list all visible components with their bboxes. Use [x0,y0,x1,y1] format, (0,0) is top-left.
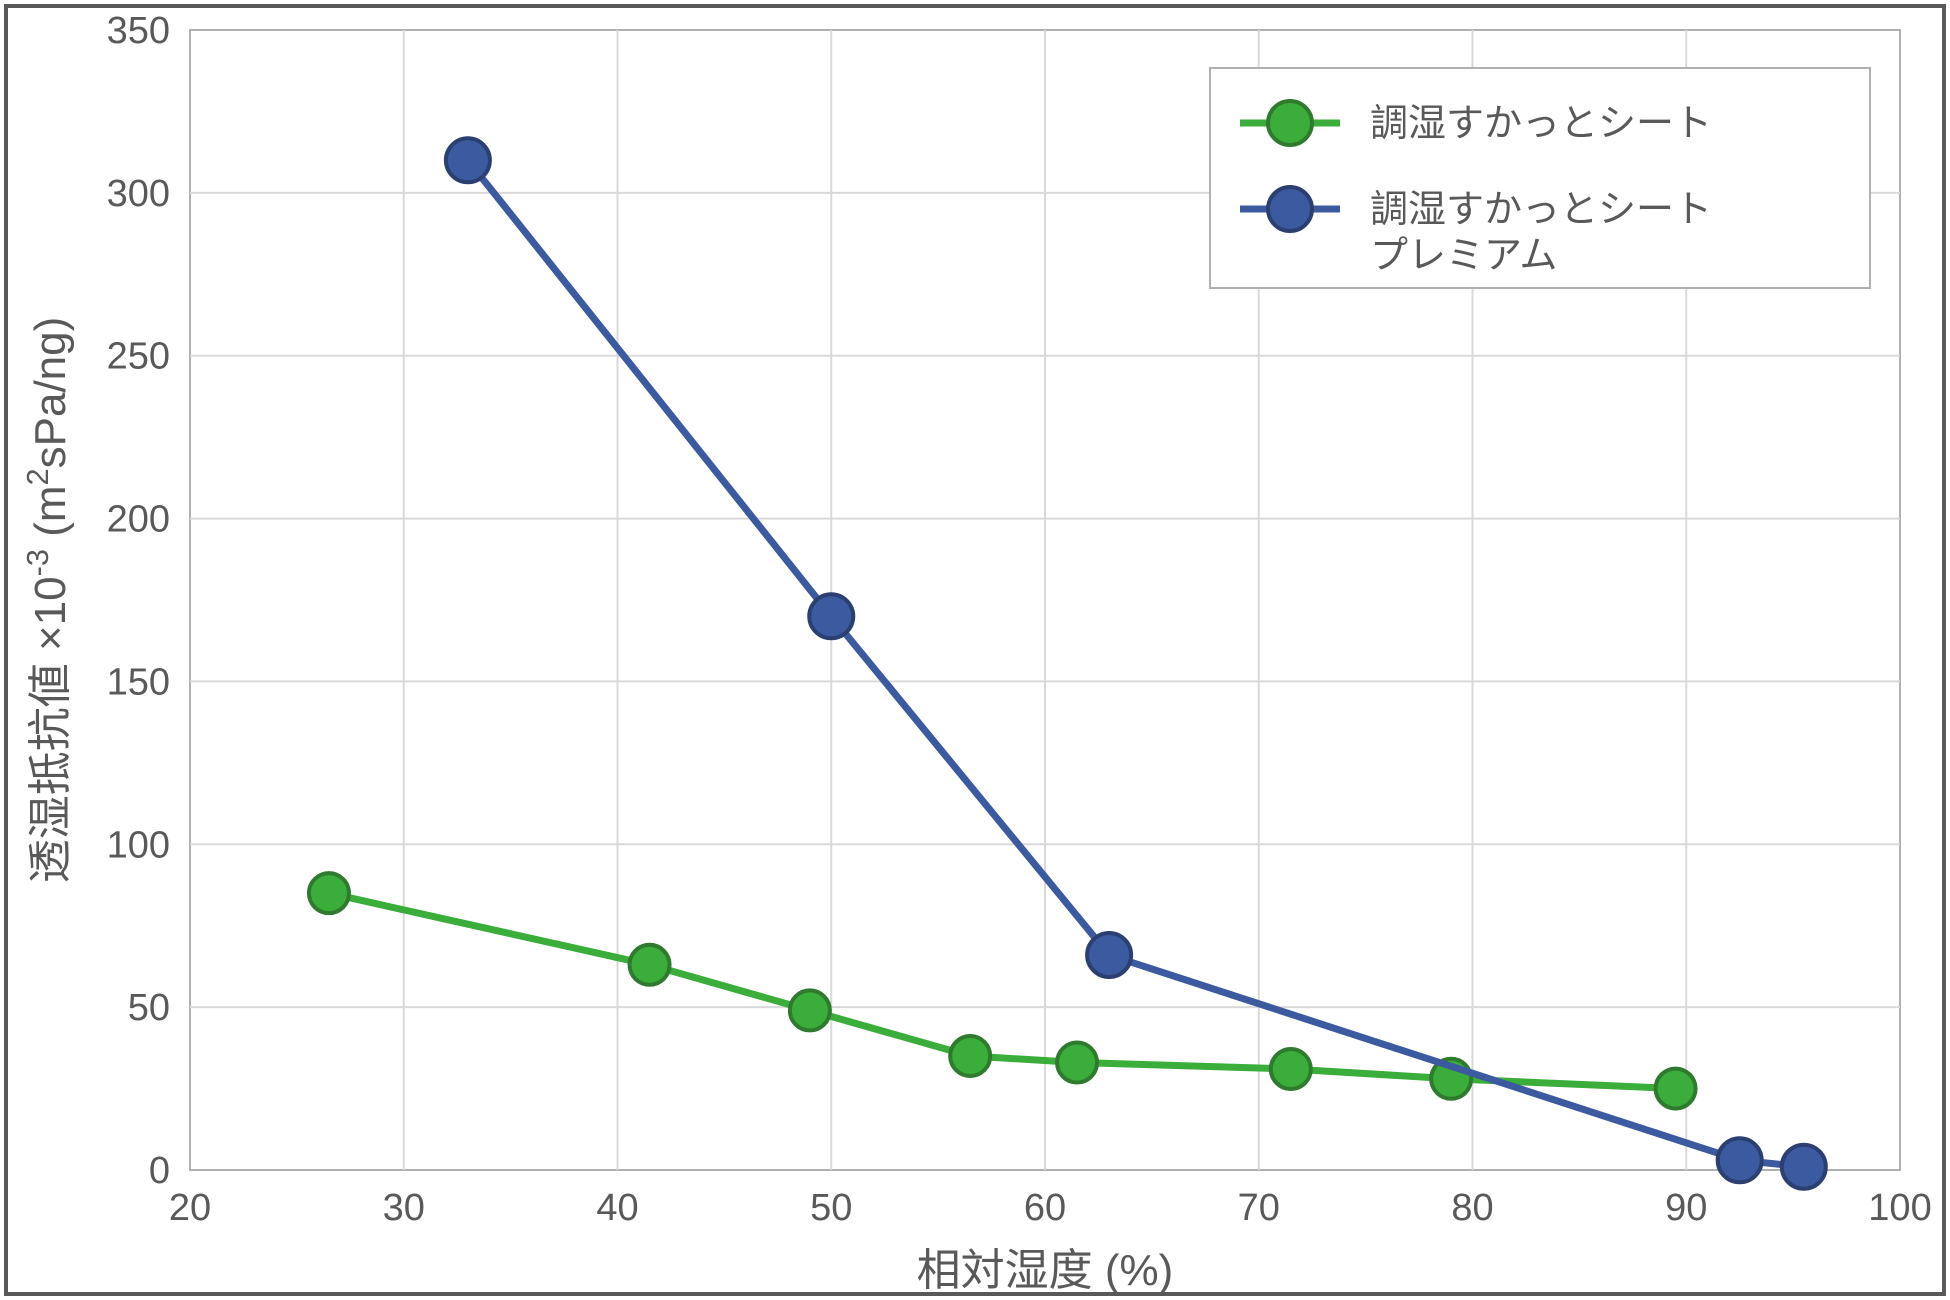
y-tick-label: 300 [107,173,170,215]
x-tick-label: 60 [1024,1187,1066,1229]
y-tick-label: 200 [107,499,170,541]
legend-label-0: 調湿すかっとシート [1370,103,1712,145]
series-marker-1 [1718,1138,1762,1182]
series-marker-0 [1271,1049,1311,1089]
series-marker-0 [1057,1043,1097,1083]
x-tick-label: 80 [1451,1187,1493,1229]
series-marker-1 [1782,1145,1826,1189]
x-tick-label: 30 [383,1187,425,1229]
x-tick-label: 20 [169,1187,211,1229]
y-tick-label: 100 [107,824,170,866]
x-tick-label: 100 [1868,1187,1931,1229]
legend-label-1: プレミアム [1370,235,1557,277]
x-tick-label: 50 [810,1187,852,1229]
series-marker-0 [790,990,830,1030]
legend-label-1: 調湿すかっとシート [1370,189,1712,231]
line-chart: 20 30 40 50 60 70 80 90 100 0 50 100 150 200 250 300 350… [0,0,1950,1300]
legend-marker-1 [1268,187,1312,231]
chart-container: 20 30 40 50 60 70 80 90 100 0 50 100 150 200 250 300 350… [0,0,1950,1300]
y-tick-label: 250 [107,336,170,378]
x-axis-label: 相対湿度 (%) [917,1246,1174,1295]
series-marker-1 [1087,933,1131,977]
series-marker-1 [446,138,490,182]
x-tick-label: 40 [596,1187,638,1229]
series-marker-0 [1656,1069,1696,1109]
y-tick-label: 50 [128,987,170,1029]
x-tick-label: 70 [1238,1187,1280,1229]
legend-marker-0 [1268,101,1312,145]
series-marker-0 [630,945,670,985]
y-tick-label: 150 [107,661,170,703]
y-tick-label: 350 [107,10,170,52]
y-tick-label: 0 [149,1150,170,1192]
series-marker-0 [309,873,349,913]
series-marker-1 [809,594,853,638]
series-marker-0 [950,1036,990,1076]
y-axis-label: 透湿抵抗値 ×10-3 (m2sPa/ng) [20,317,76,884]
x-tick-label: 90 [1665,1187,1707,1229]
